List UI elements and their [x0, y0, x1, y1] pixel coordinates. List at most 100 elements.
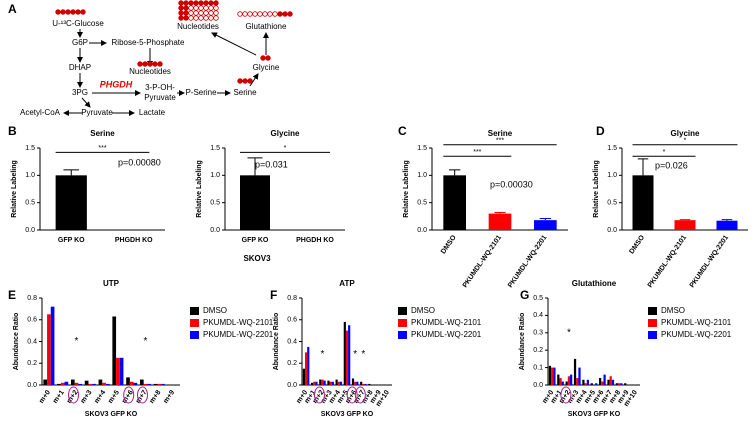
chart-title: Glycine: [271, 129, 300, 138]
x-tick-label: DMSO: [440, 234, 458, 256]
y-tick-label: 0.5: [25, 200, 35, 207]
bar: [567, 376, 571, 385]
carbon-dot: [203, 10, 209, 16]
x-tick-label: PHGDH KO: [296, 237, 334, 244]
bar: [551, 367, 554, 385]
carbon-dot: [265, 55, 271, 61]
significance-label: *: [567, 327, 571, 338]
legend-label: DMSO: [203, 306, 227, 315]
pathway-node: U-¹³C-Glucose: [52, 19, 104, 28]
bar: [98, 379, 103, 385]
y-axis-label: Relative Labeling: [403, 160, 410, 218]
bar: [557, 374, 560, 385]
bar: [57, 383, 61, 385]
carbon-dot: [188, 5, 194, 11]
error-bar: [247, 157, 263, 176]
bar: [139, 379, 144, 385]
bar: [92, 383, 96, 385]
p-value: p=0.00080: [118, 157, 161, 167]
legend-label: PKUMDL-WQ-2201: [203, 330, 274, 339]
highlight-circle: [354, 386, 366, 404]
error-bar: [679, 219, 691, 221]
legend-swatch: [398, 319, 407, 327]
bar: [74, 382, 79, 385]
chart-title: Serine: [488, 129, 513, 138]
significance-label: ***: [98, 145, 106, 152]
panel-label: F: [270, 288, 277, 302]
pathway-node: Glutathione: [246, 22, 287, 31]
bar: [611, 379, 615, 385]
carbon-dot: [262, 11, 268, 17]
bar: [153, 383, 158, 385]
significance-label: *: [321, 349, 325, 360]
y-tick-label: 0.3: [533, 330, 543, 337]
bar: [305, 352, 308, 385]
significance-label: *: [361, 349, 365, 360]
legend-swatch: [648, 331, 657, 339]
bar: [102, 382, 106, 385]
carbon-dot: [157, 61, 163, 67]
legend-swatch: [398, 307, 407, 315]
bar: [607, 379, 610, 385]
bar: [88, 383, 93, 385]
bar: [595, 383, 598, 385]
bar: [576, 378, 579, 385]
pathway-node: DHAP: [69, 63, 91, 72]
legend-label: PKUMDL-WQ-2101: [203, 318, 274, 327]
bar: [360, 381, 363, 385]
bar: [561, 381, 564, 385]
y-tick-label: 0.0: [417, 227, 427, 234]
panel-label: C: [398, 124, 407, 138]
significance-label: *: [75, 336, 79, 347]
legend-label: PKUMDL-WQ-2201: [661, 330, 732, 339]
highlight-circle: [560, 386, 572, 404]
y-tick-label: 0.0: [607, 227, 617, 234]
y-tick-label: 0.8: [287, 295, 297, 302]
y-tick-label: 0.4: [27, 338, 37, 345]
bar: [534, 220, 557, 230]
bar: [590, 383, 593, 385]
x-tick-label: m+1: [52, 389, 66, 405]
carbon-dot: [60, 9, 66, 15]
x-axis-label: SKOV3 GFP KO: [85, 411, 138, 418]
pathway-node: G6P: [72, 38, 88, 47]
bar: [335, 379, 338, 385]
chart-title: ATP: [339, 279, 355, 288]
bar: [50, 306, 55, 385]
bar: [617, 383, 621, 385]
carbon-dot: [193, 10, 199, 16]
carbon-dot: [203, 0, 209, 6]
bar: [443, 175, 466, 230]
bar: [584, 383, 587, 385]
legend-swatch: [190, 307, 199, 315]
bar: [351, 378, 355, 385]
y-tick-label: 0.1: [533, 364, 543, 371]
chart-title: Glutathione: [572, 279, 617, 288]
significance-label: ***: [496, 138, 504, 145]
significance-label: *: [144, 336, 148, 347]
bar: [105, 383, 110, 385]
legend-swatch: [190, 319, 199, 327]
x-tick-label: PHGDH KO: [115, 237, 153, 244]
carbon-dot: [242, 11, 248, 17]
y-tick-label: 0.0: [210, 227, 220, 234]
x-axis-label: SKOV3: [243, 254, 271, 263]
p-value: p=0.031: [255, 159, 288, 169]
carbon-dot: [257, 11, 263, 17]
bar: [573, 358, 577, 385]
legend-label: PKUMDL-WQ-2101: [411, 318, 482, 327]
x-axis-label: SKOV3 GFP KO: [568, 411, 621, 418]
carbon-dot: [80, 9, 86, 15]
carbon-dot: [75, 9, 81, 15]
chart-title: UTP: [103, 279, 120, 288]
carbon-dot: [213, 5, 219, 11]
carbon-dot: [247, 78, 253, 84]
bar: [609, 376, 612, 385]
pathway-node: PHGDH: [100, 79, 133, 89]
bar: [319, 379, 322, 385]
error-bar: [539, 218, 551, 221]
bar: [603, 374, 606, 385]
x-tick-label: m+3: [80, 389, 94, 405]
pathway-node: Pyruvate: [81, 108, 113, 117]
highlight-circle: [68, 386, 79, 404]
